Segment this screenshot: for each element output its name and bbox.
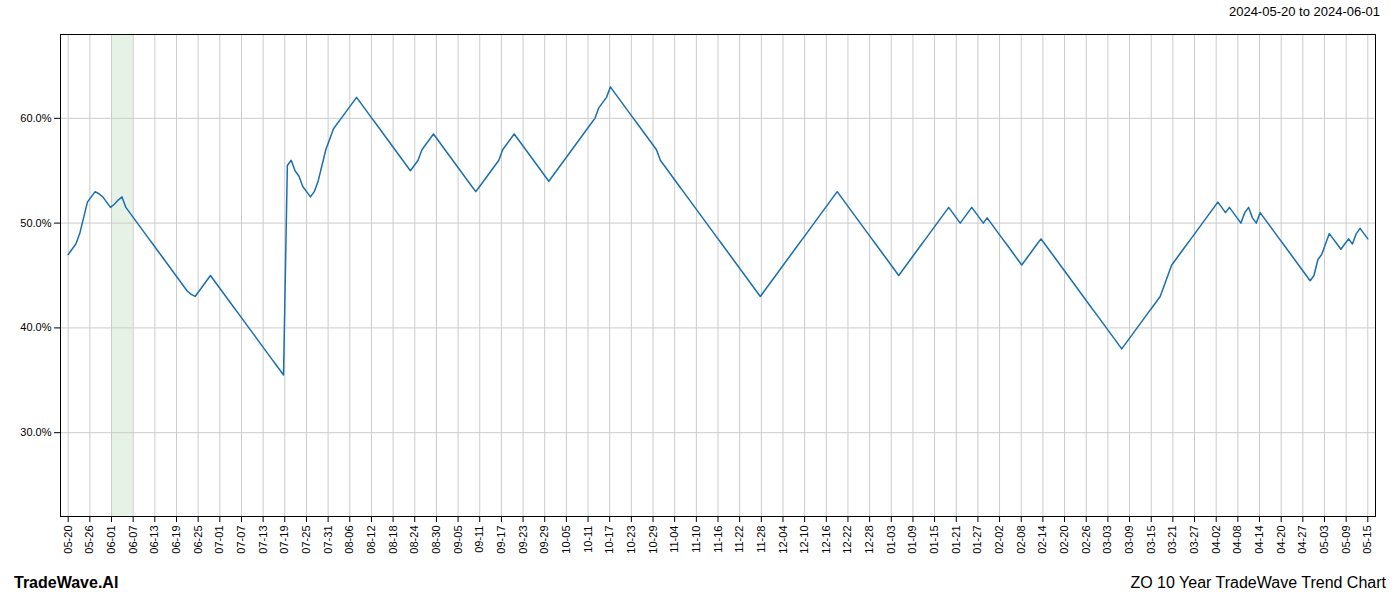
svg-text:08-18: 08-18 (387, 526, 399, 554)
svg-text:02-14: 02-14 (1036, 526, 1048, 554)
svg-text:07-31: 07-31 (322, 526, 334, 554)
svg-text:11-28: 11-28 (755, 526, 767, 553)
svg-text:06-01: 06-01 (105, 526, 117, 554)
svg-text:01-09: 01-09 (906, 526, 918, 554)
svg-text:08-06: 08-06 (343, 526, 355, 554)
svg-text:09-11: 09-11 (473, 526, 485, 553)
svg-text:09-23: 09-23 (517, 526, 529, 554)
svg-text:11-10: 11-10 (690, 526, 702, 553)
svg-text:02-08: 02-08 (1015, 526, 1027, 554)
svg-text:11-04: 11-04 (668, 526, 680, 553)
svg-text:50.0%: 50.0% (20, 217, 51, 229)
svg-text:10-05: 10-05 (560, 526, 572, 554)
svg-text:03-27: 03-27 (1188, 526, 1200, 554)
svg-text:01-15: 01-15 (928, 526, 940, 554)
svg-text:08-12: 08-12 (365, 526, 377, 554)
svg-text:07-13: 07-13 (257, 526, 269, 554)
svg-text:09-05: 09-05 (452, 526, 464, 554)
svg-text:12-04: 12-04 (777, 526, 789, 554)
svg-text:11-22: 11-22 (733, 526, 745, 553)
svg-text:07-07: 07-07 (235, 526, 247, 554)
html-text:2024-05-20 to 2024-06-01: 2024-05-20 to 2024-06-01 (1228, 3, 1380, 19)
svg-text:60.0%: 60.0% (20, 112, 51, 124)
svg-text:01-21: 01-21 (950, 526, 962, 554)
svg-text:02-26: 02-26 (1080, 526, 1092, 554)
svg-text:04-14: 04-14 (1253, 526, 1265, 554)
html-text:TradeWave.AI: TradeWave.AI (14, 574, 119, 591)
svg-text:02-20: 02-20 (1058, 526, 1070, 554)
svg-text:10-11: 10-11 (582, 526, 594, 553)
svg-text:07-25: 07-25 (300, 526, 312, 554)
svg-text:05-15: 05-15 (1361, 526, 1373, 554)
svg-text:07-19: 07-19 (278, 526, 290, 554)
svg-text:12-22: 12-22 (841, 526, 853, 554)
svg-text:06-25: 06-25 (192, 526, 204, 554)
svg-text:05-09: 05-09 (1340, 526, 1352, 554)
svg-text:06-13: 06-13 (148, 526, 160, 554)
svg-text:08-24: 08-24 (408, 526, 420, 554)
svg-text:06-19: 06-19 (170, 526, 182, 554)
svg-text:30.0%: 30.0% (20, 426, 51, 438)
svg-text:12-10: 12-10 (798, 526, 810, 554)
svg-text:08-30: 08-30 (430, 526, 442, 554)
svg-text:03-15: 03-15 (1145, 526, 1157, 554)
svg-text:05-26: 05-26 (83, 526, 95, 554)
svg-text:07-01: 07-01 (213, 526, 225, 554)
svg-text:03-21: 03-21 (1166, 526, 1178, 554)
svg-text:09-17: 09-17 (495, 526, 507, 554)
svg-text:06-07: 06-07 (127, 526, 139, 554)
svg-text:11-16: 11-16 (712, 526, 724, 553)
svg-text:01-03: 01-03 (885, 526, 897, 554)
svg-text:12-28: 12-28 (863, 526, 875, 554)
svg-text:03-09: 03-09 (1123, 526, 1135, 554)
svg-text:09-29: 09-29 (538, 526, 550, 554)
svg-text:10-29: 10-29 (647, 526, 659, 554)
svg-text:10-17: 10-17 (603, 526, 615, 554)
svg-text:05-03: 05-03 (1318, 526, 1330, 554)
svg-text:04-20: 04-20 (1275, 526, 1287, 554)
svg-text:04-08: 04-08 (1231, 526, 1243, 554)
svg-text:04-27: 04-27 (1296, 526, 1308, 554)
svg-text:05-20: 05-20 (62, 526, 74, 554)
svg-text:10-23: 10-23 (625, 526, 637, 554)
svg-text:03-03: 03-03 (1101, 526, 1113, 554)
svg-text:40.0%: 40.0% (20, 321, 51, 333)
svg-text:04-02: 04-02 (1210, 526, 1222, 554)
svg-text:02-02: 02-02 (993, 526, 1005, 554)
svg-text:12-16: 12-16 (820, 526, 832, 554)
svg-text:01-27: 01-27 (971, 526, 983, 554)
html-text:ZO 10 Year TradeWave Trend Cha: ZO 10 Year TradeWave Trend Chart (1130, 574, 1386, 591)
